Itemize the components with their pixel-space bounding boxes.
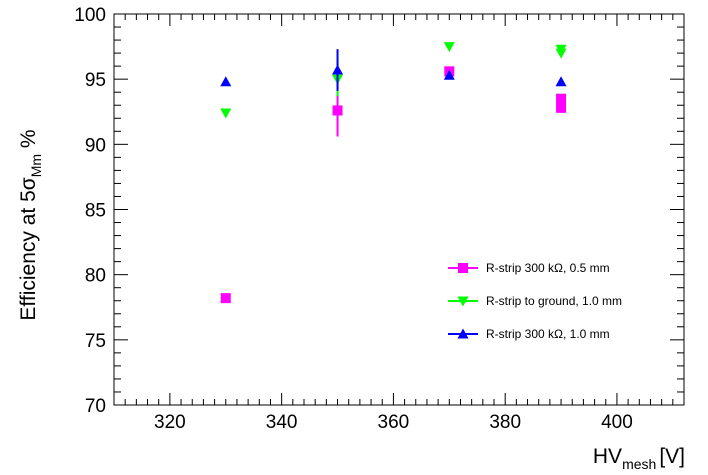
legend-marker bbox=[457, 296, 469, 307]
legend-item: R-strip 300 kΩ, 0.5 mm bbox=[448, 261, 610, 275]
series-2 bbox=[220, 42, 567, 119]
y-tick-label: 95 bbox=[85, 70, 106, 91]
data-series bbox=[220, 42, 567, 304]
x-axis-title: HVmesh [V] bbox=[593, 445, 685, 472]
legend-marker bbox=[457, 328, 469, 339]
legend-label: R-strip 300 kΩ, 0.5 mm bbox=[486, 261, 610, 275]
data-point bbox=[555, 48, 567, 59]
x-axis-ticks: 320 340 360 380 400 bbox=[113, 14, 685, 433]
y-tick-label: 80 bbox=[85, 266, 106, 287]
legend-item: R-strip 300 kΩ, 1.0 mm bbox=[448, 327, 610, 341]
x-tick-label: 400 bbox=[601, 412, 633, 433]
data-point bbox=[555, 76, 567, 87]
data-point bbox=[332, 64, 344, 75]
y-tick-label: 75 bbox=[85, 331, 106, 352]
legend-marker bbox=[458, 263, 468, 273]
data-point bbox=[556, 102, 567, 113]
y-tick-label: 100 bbox=[74, 5, 106, 26]
legend-item: R-strip to ground, 1.0 mm bbox=[448, 294, 622, 308]
plot-border bbox=[113, 13, 685, 406]
plot-frame bbox=[113, 13, 685, 406]
y-tick-label: 85 bbox=[85, 201, 106, 222]
data-point bbox=[220, 76, 232, 87]
data-point bbox=[220, 108, 232, 119]
data-point bbox=[220, 293, 231, 304]
x-tick-label: 320 bbox=[154, 412, 186, 433]
legend-label: R-strip 300 kΩ, 1.0 mm bbox=[486, 327, 610, 341]
data-point bbox=[556, 93, 567, 104]
y-axis-title: Efficiency at 5σMm % bbox=[17, 129, 44, 320]
y-tick-label: 70 bbox=[85, 396, 106, 417]
x-tick-label: 360 bbox=[378, 412, 410, 433]
legend: R-strip 300 kΩ, 0.5 mm R-strip to ground,… bbox=[448, 261, 622, 341]
x-tick-label: 380 bbox=[489, 412, 521, 433]
series-3 bbox=[220, 49, 567, 91]
legend-label: R-strip to ground, 1.0 mm bbox=[486, 294, 622, 308]
data-point bbox=[443, 69, 455, 80]
y-tick-label: 90 bbox=[85, 135, 106, 156]
x-tick-label: 340 bbox=[266, 412, 298, 433]
data-point bbox=[332, 105, 343, 116]
data-point bbox=[443, 42, 455, 53]
y-axis-ticks: 70 75 80 85 90 95 100 bbox=[74, 5, 684, 417]
